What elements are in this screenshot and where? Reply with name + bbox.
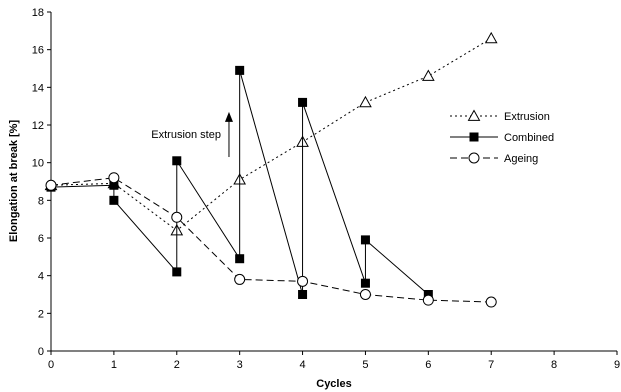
legend-label-ageing: Ageing [504,153,538,165]
data-point-extrusion [484,31,498,44]
y-tick-label: 8 [38,195,44,207]
data-point-combined [360,278,370,288]
y-tick-label: 18 [32,7,44,19]
data-point-extrusion [359,95,372,108]
x-tick-label: 9 [614,359,620,371]
y-axis-title: Elongation at break [%] [8,120,20,243]
axes [50,12,617,352]
series-combined [46,65,433,299]
data-point-combined [360,235,370,245]
data-point-combined [109,180,119,190]
series-line-ageing [50,177,492,303]
data-point-ageing [234,273,246,285]
legend-item-extrusion: Extrusion [450,109,550,123]
y-tick-label: 12 [32,120,44,132]
series-ageing [45,172,497,308]
data-point-ageing [422,294,434,306]
data-point-combined [235,254,245,264]
data-point-combined [423,290,433,299]
data-point-combined [109,195,119,205]
x-tick-label: 1 [111,359,117,371]
x-tick-label: 8 [551,359,557,371]
y-tick-label: 4 [38,271,44,283]
legend-label-combined: Combined [504,132,554,144]
x-tick-label: 0 [48,359,54,371]
series-line-extrusion [50,37,492,232]
legend-marker-combined [469,132,479,142]
x-tick-label: 5 [362,359,368,371]
legend-label-extrusion: Extrusion [504,111,550,123]
y-tick-label: 16 [32,45,44,57]
series-layer [44,31,498,308]
annotation-arrow-head [224,111,233,122]
annotation-label: Extrusion step [151,129,221,141]
data-point-ageing [171,211,183,223]
y-tick-label: 2 [38,308,44,320]
y-tick-label: 14 [32,82,44,94]
data-point-ageing [359,289,371,300]
data-point-combined [172,267,182,277]
legend-marker-extrusion [467,109,481,121]
legend: Extrusion Combined Ageing [450,109,554,165]
x-axis-title: Cycles [316,378,351,390]
x-tick-label: 6 [425,359,431,371]
legend-marker-ageing [468,152,480,164]
x-tick-label: 2 [174,359,180,371]
data-point-combined [172,156,182,166]
data-point-combined [298,97,308,107]
x-tick-label: 7 [488,359,494,371]
x-tick-label: 3 [237,359,243,371]
y-tick-label: 6 [38,233,44,245]
data-point-ageing [485,296,497,308]
y-tick-label: 0 [38,346,44,358]
data-point-ageing [297,275,309,287]
y-tick-label: 10 [32,158,44,170]
legend-item-ageing: Ageing [450,152,538,165]
legend-item-combined: Combined [450,132,554,144]
data-point-ageing [108,172,120,184]
x-tick-label: 4 [299,359,305,371]
annotation-layer: Extrusion step [151,111,233,158]
data-point-ageing [45,179,57,191]
data-point-combined [298,290,308,299]
data-point-combined [235,65,245,75]
data-point-extrusion [421,69,435,81]
